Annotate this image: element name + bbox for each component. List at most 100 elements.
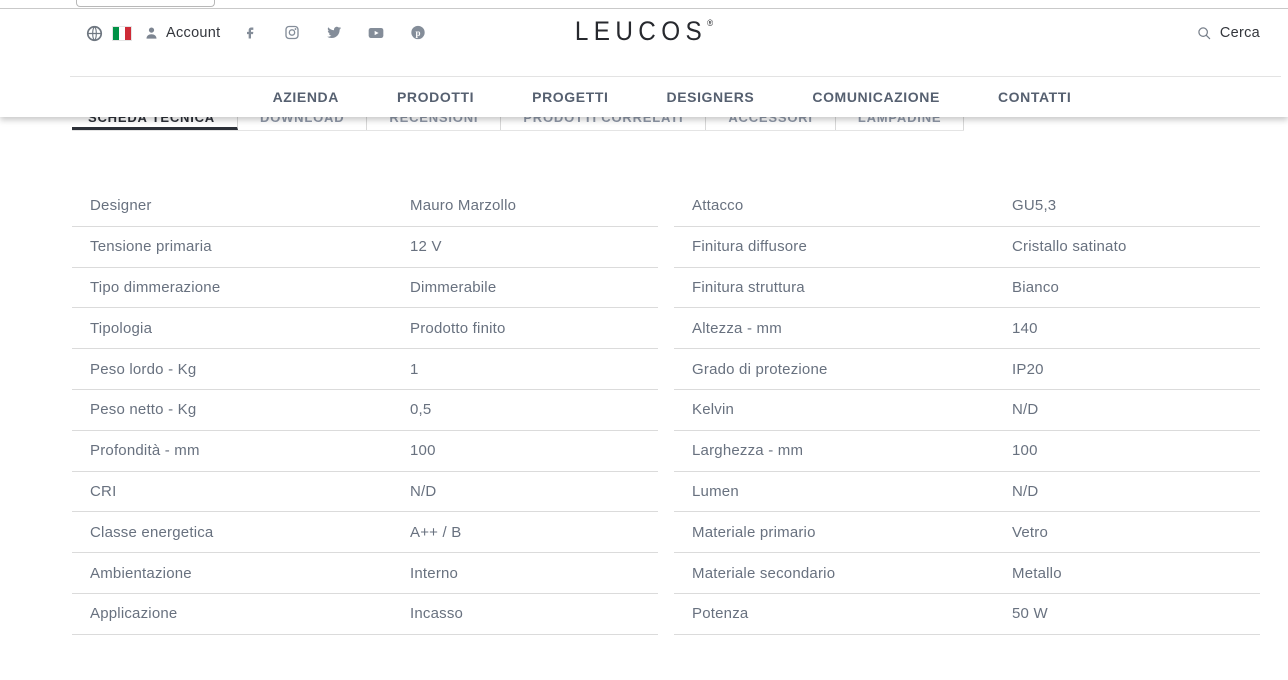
spec-row: Materiale primario Vetro: [674, 512, 1260, 554]
spec-row: Designer Mauro Marzollo: [72, 186, 658, 227]
nav-item[interactable]: CONTATTI: [997, 88, 1072, 105]
spec-value: 0,5: [410, 401, 432, 419]
logo-registered-mark: ®: [707, 18, 714, 28]
globe-icon[interactable]: [86, 25, 103, 42]
account-label: Account: [166, 25, 221, 41]
header-left-cluster: Account: [86, 24, 221, 42]
search-control[interactable]: Cerca: [1197, 25, 1260, 41]
spec-value: Prodotto finito: [410, 319, 506, 337]
spec-row: Larghezza - mm 100: [674, 431, 1260, 472]
search-icon: [1197, 26, 1212, 41]
italy-flag-icon[interactable]: [112, 25, 132, 41]
spec-row: Tipo dimmerazione Dimmerabile: [72, 268, 658, 309]
logo-text: LEUCOS: [574, 16, 708, 46]
spec-row: Peso netto - Kg 0,5: [72, 390, 658, 431]
spec-row: Materiale secondario Metallo: [674, 553, 1260, 594]
spec-label: Lumen: [692, 482, 739, 500]
spec-row: Lumen N/D: [674, 472, 1260, 513]
spec-label: Finitura diffusore: [692, 238, 808, 256]
nav-item[interactable]: DESIGNERS: [666, 88, 755, 105]
technical-sheet: Designer Mauro Marzollo Tensione primari…: [72, 186, 1260, 635]
social-links: p: [242, 24, 426, 41]
spec-label: Grado di protezione: [692, 360, 828, 378]
spec-value: IP20: [1012, 360, 1044, 378]
spec-value: Incasso: [410, 605, 464, 623]
spec-label: Materiale primario: [692, 523, 816, 541]
spec-label: Potenza: [692, 605, 749, 623]
facebook-icon[interactable]: [242, 24, 258, 41]
spec-value: Dimmerabile: [410, 278, 497, 296]
spec-row: Potenza 50 W: [674, 594, 1260, 635]
spec-label: Classe energetica: [90, 523, 214, 541]
spec-label: Finitura struttura: [692, 278, 805, 296]
header-divider: [70, 76, 1281, 77]
nav-item[interactable]: PROGETTI: [532, 88, 609, 105]
spec-value: 1: [410, 360, 419, 378]
twitter-icon[interactable]: [326, 24, 342, 41]
top-edge-fragment: [76, 0, 215, 7]
spec-label: Attacco: [692, 197, 744, 215]
spec-row: Attacco GU5,3: [674, 186, 1260, 227]
site-header: Account: [0, 0, 1288, 117]
spec-label: Applicazione: [90, 605, 178, 623]
spec-row: Kelvin N/D: [674, 390, 1260, 431]
spec-row: Profondità - mm 100: [72, 431, 658, 472]
svg-text:p: p: [415, 28, 420, 38]
spec-value: Vetro: [1012, 523, 1049, 541]
spec-label: Tipo dimmerazione: [90, 278, 221, 296]
spec-label: Kelvin: [692, 401, 735, 419]
spec-label: Profondità - mm: [90, 442, 200, 460]
spec-label: Ambientazione: [90, 564, 192, 582]
spec-label: Tensione primaria: [90, 238, 212, 256]
nav-item[interactable]: AZIENDA: [272, 88, 339, 105]
spec-value: 50 W: [1012, 605, 1048, 623]
spec-label: Larghezza - mm: [692, 442, 804, 460]
spec-value: 100: [1012, 442, 1038, 460]
spec-row: Ambientazione Interno: [72, 553, 658, 594]
main-nav: AZIENDA PRODOTTI PROGETTI DESIGNERS COMU…: [0, 76, 1288, 117]
instagram-icon[interactable]: [284, 24, 300, 41]
spec-label: Designer: [90, 197, 152, 215]
search-label: Cerca: [1219, 25, 1260, 41]
spec-row: Altezza - mm 140: [674, 308, 1260, 350]
spec-label: Peso lordo - Kg: [90, 360, 197, 378]
user-icon: [144, 25, 159, 41]
youtube-icon[interactable]: [368, 24, 384, 41]
spec-value: 12 V: [410, 238, 442, 256]
spec-column-left: Designer Mauro Marzollo Tensione primari…: [72, 186, 658, 635]
pinterest-icon[interactable]: p: [410, 24, 426, 41]
spec-row: Finitura struttura Bianco: [674, 268, 1260, 309]
account-link[interactable]: Account: [144, 25, 221, 41]
spec-value: A++ / B: [410, 523, 462, 541]
spec-value: Metallo: [1012, 564, 1062, 582]
spec-label: Materiale secondario: [692, 564, 836, 582]
nav-item[interactable]: COMUNICAZIONE: [812, 88, 940, 105]
spec-value: Bianco: [1012, 278, 1060, 296]
spec-row: Tensione primaria 12 V: [72, 227, 658, 268]
spec-value: N/D: [410, 482, 437, 500]
spec-value: Cristallo satinato: [1012, 238, 1127, 256]
spec-row: Grado di protezione IP20: [674, 349, 1260, 390]
spec-label: Altezza - mm: [692, 319, 782, 337]
spec-row: Applicazione Incasso: [72, 594, 658, 635]
spec-column-right: Attacco GU5,3 Finitura diffusore Cristal…: [674, 186, 1260, 635]
spec-row: Peso lordo - Kg 1: [72, 349, 658, 390]
spec-value: N/D: [1012, 401, 1039, 419]
spec-value: N/D: [1012, 482, 1039, 500]
spec-row: CRI N/D: [72, 472, 658, 513]
spec-row: Tipologia Prodotto finito: [72, 308, 658, 350]
spec-value: 140: [1012, 319, 1038, 337]
spec-row: Finitura diffusore Cristallo satinato: [674, 227, 1260, 268]
spec-label: Peso netto - Kg: [90, 401, 197, 419]
nav-item[interactable]: PRODOTTI: [396, 88, 475, 105]
leucos-logo[interactable]: LEUCOS®: [64, 16, 1223, 47]
spec-value: Mauro Marzollo: [410, 197, 517, 215]
spec-label: CRI: [90, 482, 117, 500]
spec-value: 100: [410, 442, 436, 460]
spec-value: Interno: [410, 564, 459, 582]
spec-label: Tipologia: [90, 319, 153, 337]
top-edge-strip: [0, 0, 1288, 9]
spec-row: Classe energetica A++ / B: [72, 512, 658, 554]
spec-value: GU5,3: [1012, 197, 1057, 215]
